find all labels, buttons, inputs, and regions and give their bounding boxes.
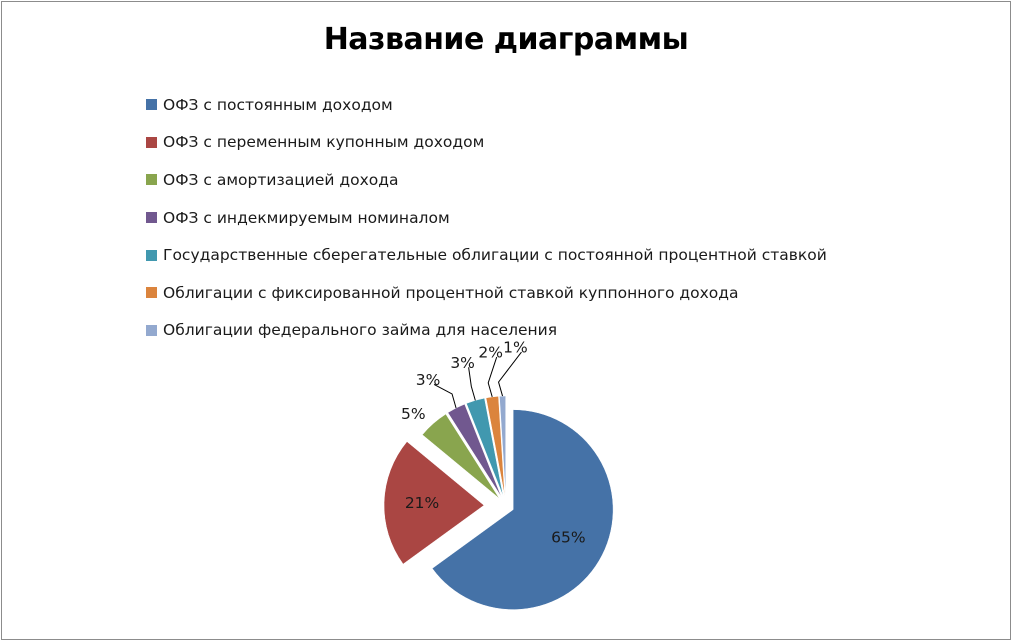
leader-line bbox=[468, 367, 476, 401]
legend-item: ОФЗ с амортизацией дохода bbox=[146, 161, 827, 199]
legend-label: ОФЗ с индекмируемым номиналом bbox=[163, 208, 450, 227]
legend-swatch bbox=[146, 324, 157, 336]
leader-line bbox=[497, 351, 522, 397]
data-label: 3% bbox=[416, 371, 441, 389]
legend-label: Облигации с фиксированной процентной ста… bbox=[163, 283, 739, 302]
data-label: 5% bbox=[401, 405, 426, 423]
data-label: 65% bbox=[551, 528, 585, 546]
legend-label: ОФЗ с переменным купонным доходом bbox=[163, 133, 485, 152]
legend-item: ОФЗ с индекмируемым номиналом bbox=[146, 199, 827, 237]
legend-item: ОФЗ с постоянным доходом bbox=[146, 86, 827, 124]
legend-item: Государственные сберегательные облигации… bbox=[146, 236, 827, 274]
pie-slice bbox=[383, 441, 485, 565]
legend-label: ОФЗ с амортизацией дохода bbox=[163, 170, 399, 189]
legend-swatch bbox=[146, 212, 157, 224]
pie-slice bbox=[431, 409, 614, 610]
legend-label: Государственные сберегательные облигации… bbox=[163, 246, 827, 265]
leader-line bbox=[433, 383, 457, 409]
chart-title: Название диаграммы bbox=[323, 22, 689, 57]
legend-item: ОФЗ с переменным купонным доходом bbox=[146, 124, 827, 162]
legend-swatch bbox=[146, 99, 157, 111]
chart-legend: ОФЗ с постоянным доходом ОФЗ с переменны… bbox=[146, 86, 827, 349]
data-label: 1% bbox=[503, 339, 528, 357]
legend-label: ОФЗ с постоянным доходом bbox=[163, 95, 393, 114]
data-label: 2% bbox=[478, 344, 503, 362]
legend-swatch bbox=[146, 174, 157, 186]
legend-swatch bbox=[146, 249, 157, 261]
data-label: 3% bbox=[450, 354, 475, 372]
legend-item: Облигации федерального займа для населен… bbox=[146, 312, 827, 350]
legend-label: Облигации федерального займа для населен… bbox=[163, 321, 558, 340]
legend-swatch bbox=[146, 287, 157, 299]
legend-item: Облигации с фиксированной процентной ста… bbox=[146, 274, 827, 312]
legend-swatch bbox=[146, 136, 157, 148]
pie-slice bbox=[421, 413, 500, 499]
leader-line bbox=[487, 356, 498, 398]
data-label: 21% bbox=[405, 494, 439, 512]
